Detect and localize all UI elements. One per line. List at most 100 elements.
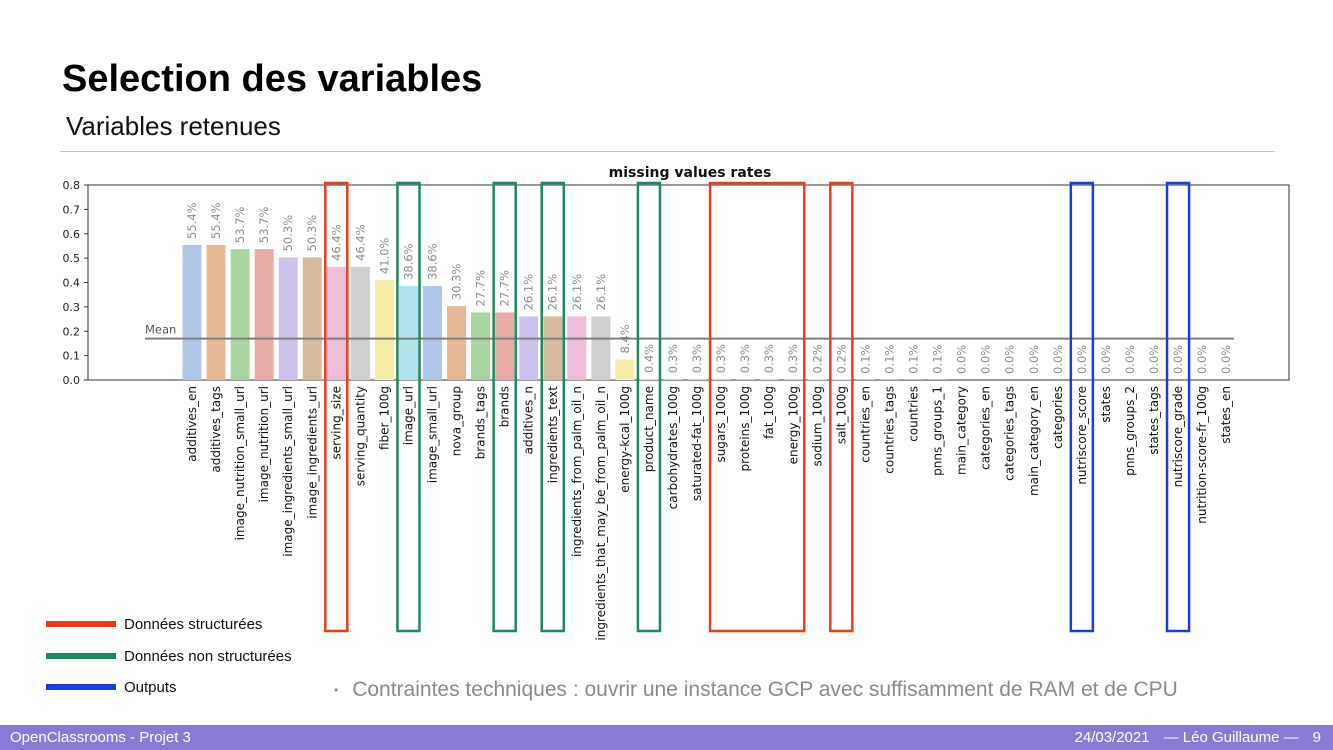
bar <box>639 379 659 380</box>
x-tick-label: nutriscore_grade <box>1171 386 1185 487</box>
bar <box>230 249 250 380</box>
bar-value-label: 46.4% <box>329 224 343 261</box>
x-tick-label: fiber_100g <box>377 386 391 450</box>
bar-value-label: 0.3% <box>714 344 728 373</box>
bar <box>326 266 346 380</box>
x-tick-label: ingredients_text <box>546 386 560 483</box>
bar <box>182 244 202 380</box>
highlight-box-unstructured <box>492 181 517 633</box>
x-tick-label: ingredients_from_palm_oil_n <box>570 386 584 557</box>
bar-value-label: 26.1% <box>546 274 560 311</box>
legend-item-unstructured: Données non structurées <box>46 644 292 668</box>
x-tick-label: states <box>1099 386 1113 423</box>
bar-value-label: 0.0% <box>979 345 993 374</box>
bar <box>447 306 467 380</box>
constraints-text: Contraintes techniques : ouvrir une inst… <box>352 678 1178 701</box>
title-divider <box>60 151 1275 152</box>
x-tick-label: carbohydrates_100g <box>666 386 680 509</box>
highlight-box-unstructured <box>540 181 566 633</box>
bar <box>423 285 442 380</box>
y-tick-label: 0.4 <box>63 277 81 290</box>
footer-bar: OpenClassrooms - Projet 3 24/03/2021 — L… <box>0 725 1333 750</box>
x-tick-label: energy-kcal_100g <box>618 386 632 493</box>
bar <box>302 257 322 380</box>
legend-item-outputs: Outputs <box>46 675 177 699</box>
legend-label-outputs: Outputs <box>124 678 177 696</box>
bar-value-label: 53.7% <box>233 207 247 244</box>
x-tick-label: pnns_groups_1 <box>931 386 945 476</box>
bar-value-label: 0.0% <box>955 345 969 374</box>
y-tick-label: 0.2 <box>63 325 81 338</box>
highlight-box-output <box>1069 181 1095 633</box>
legend-label-unstructured: Données non structurées <box>124 647 292 665</box>
x-tick-label: pnns_groups_2 <box>1123 386 1137 476</box>
constraints-bullet: • Contraintes techniques : ouvrir une in… <box>334 678 1178 702</box>
bar-value-label: 0.2% <box>834 344 848 373</box>
bar-value-label: 0.0% <box>1123 345 1137 374</box>
bar <box>663 379 683 380</box>
highlight-box-structured <box>324 181 349 633</box>
bar-value-label: 0.0% <box>1195 345 1209 374</box>
bar-value-label: 0.0% <box>1027 345 1041 374</box>
x-tick-label: proteins_100g <box>738 386 752 471</box>
bar <box>495 312 515 380</box>
x-tick-label: energy_100g <box>786 386 800 464</box>
bar-value-label: 27.7% <box>474 270 488 307</box>
x-tick-label: countries <box>907 386 921 442</box>
bar-value-label: 0.4% <box>642 344 656 373</box>
bar <box>398 285 418 380</box>
legend-swatch-structured <box>46 621 116 627</box>
bar <box>206 244 226 380</box>
y-tick-label: 0.3 <box>63 301 81 314</box>
x-tick-label: image_url <box>401 386 415 445</box>
bar-value-label: 38.6% <box>401 243 415 280</box>
x-tick-label: serving_size <box>329 386 343 460</box>
bar-value-label: 26.1% <box>570 274 584 311</box>
footer-author: — Léo Guillaume — <box>1163 729 1299 746</box>
x-tick-label: categories_en <box>979 386 993 470</box>
bar-value-label: 0.3% <box>738 344 752 373</box>
bar-value-label: 0.3% <box>690 344 704 373</box>
legend-swatch-outputs <box>46 684 116 690</box>
y-tick-label: 0.1 <box>63 350 81 363</box>
bar-value-label: 0.0% <box>1219 345 1233 374</box>
x-tick-label: additives_tags <box>209 386 223 473</box>
x-tick-label: sugars_100g <box>714 386 728 463</box>
y-tick-label: 0.6 <box>63 228 81 241</box>
bar-value-label: 55.4% <box>209 202 223 239</box>
legend-label-structured: Données structurées <box>124 615 263 633</box>
x-tick-label: image_ingredients_small_url <box>281 386 295 557</box>
x-tick-label: product_name <box>642 386 656 472</box>
x-tick-label: brands_tags <box>474 386 488 459</box>
x-tick-label: saturated-fat_100g <box>690 386 704 501</box>
bar-value-label: 0.0% <box>1171 345 1185 374</box>
highlight-box-unstructured <box>396 181 421 633</box>
bar <box>471 312 491 380</box>
bar-value-label: 0.3% <box>762 344 776 373</box>
bar-value-label: 0.0% <box>1099 345 1113 374</box>
bar-value-label: 0.1% <box>907 344 921 373</box>
bar <box>374 280 394 380</box>
bar-value-label: 0.1% <box>931 344 945 373</box>
x-tick-label: nova_group <box>450 386 464 456</box>
y-tick-label: 0.7 <box>63 203 81 216</box>
x-tick-label: categories <box>1051 386 1065 449</box>
bar-value-label: 0.0% <box>1003 345 1017 374</box>
y-tick-label: 0.0 <box>63 374 81 387</box>
highlight-box-structured <box>708 181 806 633</box>
x-tick-label: nutrition-score-fr_100g <box>1195 386 1209 524</box>
x-tick-label: countries_tags <box>882 386 896 474</box>
bar-value-label: 50.3% <box>305 215 319 252</box>
bar <box>711 379 731 380</box>
legend-item-structured: Données structurées <box>46 612 262 636</box>
chart-title: missing values rates <box>609 165 772 181</box>
x-tick-label: serving_quantity <box>353 386 367 486</box>
x-tick-label: states_tags <box>1147 386 1161 455</box>
x-tick-label: fat_100g <box>762 386 776 439</box>
bar-value-label: 0.1% <box>882 344 896 373</box>
bar <box>567 316 587 380</box>
y-tick-label: 0.8 <box>63 179 81 192</box>
bar-value-label: 0.0% <box>1051 345 1065 374</box>
bar-value-label: 0.2% <box>810 344 824 373</box>
x-tick-label: image_nutrition_small_url <box>233 386 247 540</box>
